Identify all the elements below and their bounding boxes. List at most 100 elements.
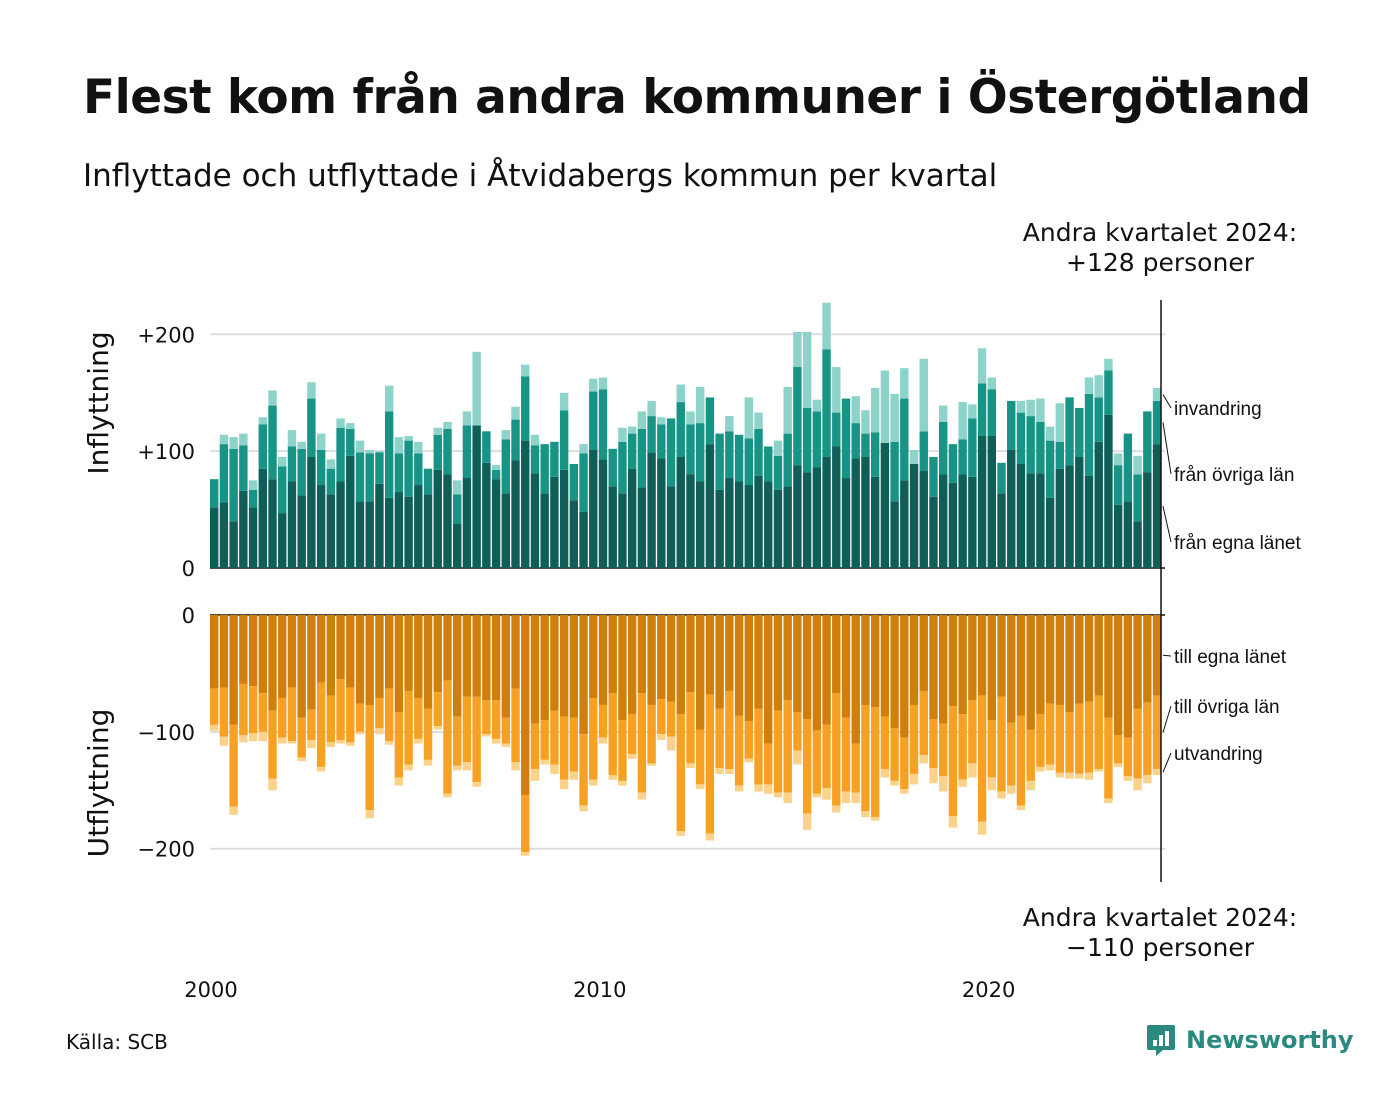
outflow-bar-segment — [530, 769, 540, 781]
x-tick-label: 2010 — [573, 978, 626, 1002]
outflow-bar-segment — [861, 704, 870, 812]
inflow-bar-segment — [589, 378, 598, 392]
inflow-bar-segment — [355, 452, 365, 502]
inflow-bar-segment — [336, 418, 345, 428]
inflow-bar-segment — [734, 481, 744, 568]
outflow-bar-segment — [511, 762, 520, 771]
outflow-bar-segment — [316, 682, 326, 767]
outflow-bar-segment — [686, 615, 695, 693]
inflow-y-tick-label: +100 — [137, 440, 195, 464]
outflow-bar-segment — [491, 738, 501, 744]
inflow-bar-segment — [666, 486, 676, 568]
outflow-bar-segment — [1133, 778, 1142, 791]
latest-outflow-callout-line1: Andra kvartalet 2024: — [1022, 903, 1298, 932]
outflow-bar-segment — [375, 728, 384, 735]
outflow-bar-segment — [1104, 615, 1113, 718]
outflow-bar-segment — [268, 615, 277, 711]
inflow-bar-segment — [394, 492, 404, 568]
inflow-bar-segment — [1123, 501, 1133, 568]
outflow-bar-segment — [1055, 615, 1065, 705]
outflow-bar-segment — [676, 831, 685, 836]
outflow-bar-segment — [1007, 722, 1016, 786]
inflow-bar-segment — [569, 500, 579, 568]
outflow-bar-segment — [608, 615, 617, 694]
outflow-bar-segment — [336, 615, 345, 680]
outflow-bar-segment — [832, 693, 841, 806]
inflow-bar-segment — [1084, 475, 1094, 568]
outflow-bar-segment — [725, 769, 734, 774]
outflow-bar-segment — [1026, 780, 1035, 791]
inflow-bar-segment — [1007, 449, 1016, 568]
inflow-bar-segment — [696, 423, 705, 482]
inflow-bar-segment — [239, 490, 248, 568]
inflow-bar-segment — [909, 449, 919, 464]
outflow-bar-segment — [1036, 615, 1045, 715]
inflow-bar-segment — [618, 493, 627, 568]
inflow-bar-segment — [1075, 456, 1084, 568]
inflow-bar-segment — [676, 384, 685, 403]
outflow-bar-segment — [297, 757, 306, 762]
outflow-bar-segment — [958, 779, 967, 787]
annotations: invandring från övriga län från egna länet… — [1160, 300, 1301, 882]
inflow-bar-segment — [870, 432, 880, 477]
outflow-bar-segment — [676, 714, 685, 832]
inflow-bar-segment — [987, 389, 996, 436]
outflow-label-connector — [1162, 705, 1172, 733]
outflow-bar-segment — [1143, 702, 1152, 776]
outflow-bar-segment — [1075, 703, 1084, 774]
inflow-bar-segment — [453, 494, 462, 524]
outflow-bar-segment — [793, 711, 802, 751]
outflow-series-label: till egna länet — [1174, 647, 1287, 668]
outflow-bar-segment — [1055, 772, 1065, 778]
outflow-bar-segment — [579, 734, 588, 806]
inflow-bar-segment — [462, 425, 472, 479]
inflow-bar-segment — [783, 433, 792, 487]
outflow-bar-segment — [822, 787, 831, 800]
outflow-bar-segment — [851, 615, 860, 744]
outflow-bar-segment — [715, 768, 724, 774]
inflow-bar-segment — [832, 412, 841, 447]
outflow-bar-segment — [316, 615, 326, 683]
outflow-bar-segment — [1152, 615, 1162, 696]
inflow-bar-segment — [404, 435, 413, 441]
outflow-bar-segment — [929, 719, 938, 769]
inflow-bar-segment — [589, 391, 598, 450]
inflow-bar-segment — [307, 382, 316, 399]
inflow-bar-segment — [530, 445, 540, 474]
outflow-bar-segment — [997, 615, 1006, 697]
outflow-bar-segment — [929, 768, 938, 784]
outflow-bar-segment — [754, 615, 763, 709]
inflow-bar-segment — [608, 448, 617, 487]
bars — [210, 302, 1162, 856]
inflow-bar-segment — [676, 456, 685, 568]
inflow-bar-segment — [579, 453, 588, 512]
inflow-bar-segment — [501, 430, 510, 440]
outflow-bar-segment — [375, 615, 384, 698]
outflow-bar-segment — [453, 615, 462, 717]
outflow-bar-segment — [900, 789, 909, 794]
inflow-bar-segment — [258, 424, 267, 469]
outflow-bar-segment — [287, 615, 297, 688]
outflow-bar-segment — [958, 714, 967, 780]
outflow-bar-segment — [559, 779, 569, 790]
inflow-bar-segment — [414, 485, 423, 568]
outflow-bar-segment — [1113, 763, 1123, 767]
inflow-bar-segment — [375, 483, 384, 568]
inflow-bar-segment — [491, 479, 501, 568]
outflow-bar-segment — [219, 687, 229, 737]
outflow-bar-segment — [589, 697, 598, 780]
outflow-bar-segment — [569, 615, 579, 718]
tick-labels: 0 0 +100 −100 +200 −200 2000 2010 2020 Inflyttnin… — [82, 323, 1015, 1002]
outflow-y-tick-label: −200 — [137, 838, 195, 862]
outflow-bar-segment — [909, 773, 919, 785]
inflow-bar-segment — [1016, 412, 1026, 464]
outflow-bar-segment — [948, 706, 958, 816]
inflow-bar-segment — [521, 376, 530, 441]
inflow-bar-segment — [734, 434, 744, 482]
inflow-bar-segment — [540, 493, 549, 568]
outflow-bar-segment — [443, 615, 452, 681]
outflow-bar-segment — [851, 743, 860, 793]
outflow-bar-segment — [365, 615, 374, 705]
outflow-bar-segment — [793, 615, 802, 712]
inflow-bar-segment — [696, 386, 705, 424]
